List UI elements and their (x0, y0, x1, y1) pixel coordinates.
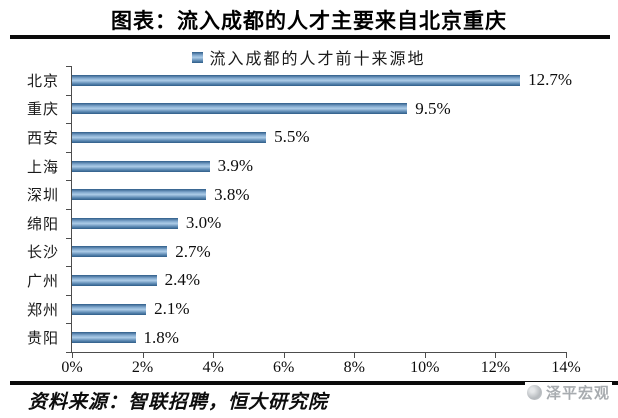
bar (72, 303, 147, 315)
bar (72, 332, 136, 344)
legend-swatch-icon (192, 51, 204, 63)
y-axis-tick (66, 94, 72, 96)
category-label: 上海 (26, 159, 59, 176)
value-label: 3.9% (217, 156, 254, 176)
category-label: 长沙 (26, 245, 59, 262)
bar-row: 西安 5.5% (27, 123, 566, 152)
y-axis-tick (66, 209, 72, 210)
y-axis-tick (66, 352, 72, 353)
bar (72, 131, 267, 143)
category-label: 深圳 (26, 188, 59, 205)
value-label: 2.1% (154, 299, 190, 319)
bar-row: 广州 2.4% (27, 266, 566, 295)
x-axis-tick (283, 352, 285, 358)
x-axis-tick-label: 8% (343, 359, 365, 376)
source-note: 资料来源：智联招聘，恒大研究院 (28, 392, 329, 413)
y-axis-tick (66, 123, 72, 125)
zeping-macro-logo-icon (526, 385, 542, 400)
x-axis-tick-label: 14% (551, 359, 581, 376)
watermark: 泽平宏观 (524, 382, 612, 403)
bar (72, 74, 521, 86)
value-label: 9.5% (415, 98, 451, 118)
watermark-label: 泽平宏观 (545, 386, 610, 402)
value-label: 12.7% (528, 70, 573, 90)
bar-row: 绵阳 3.0% (27, 209, 566, 238)
category-label: 郑州 (26, 302, 59, 319)
bar (72, 160, 210, 172)
category-label: 西安 (26, 130, 59, 147)
value-label: 3.0% (185, 213, 222, 233)
category-label: 绵阳 (26, 216, 59, 233)
x-axis-tick (72, 352, 73, 358)
bar-chart-plot-area: 北京 12.7% 重庆 9.5% 西安 5.5% 上海 3.9% 深圳 3.8% 绵阳 3.0% 长沙 2… (27, 66, 581, 376)
chart-legend: 流入成都的人才前十来源地 (0, 49, 618, 68)
x-axis-tick (495, 352, 497, 358)
bar-row: 贵阳 1.8% (27, 323, 566, 352)
x-axis-tick-label: 2% (131, 359, 154, 376)
category-label: 重庆 (26, 102, 59, 119)
value-label: 5.5% (274, 127, 310, 147)
value-label: 1.8% (143, 327, 179, 347)
value-label: 2.4% (164, 270, 201, 290)
page-title: 图表：流入成都的人才主要来自北京重庆 (111, 9, 507, 33)
category-label: 广州 (26, 273, 59, 290)
y-axis-tick (66, 151, 72, 153)
bar-row: 重庆 9.5% (27, 95, 566, 124)
x-axis-tick (424, 352, 426, 358)
bar-row: 上海 3.9% (27, 152, 566, 181)
category-label: 北京 (26, 73, 59, 90)
legend-label: 流入成都的人才前十来源地 (209, 51, 426, 68)
x-axis-tick-label: 6% (273, 359, 295, 376)
y-axis-tick (66, 294, 72, 296)
y-axis-tick (66, 66, 72, 67)
bar-row: 郑州 2.1% (27, 295, 566, 324)
x-axis-tick (354, 352, 356, 358)
value-label: 2.7% (175, 241, 211, 261)
y-axis-tick (66, 180, 72, 182)
x-axis-tick-label: 0% (61, 359, 83, 376)
bar (72, 246, 168, 258)
y-axis-tick (66, 266, 72, 268)
title-divider (10, 35, 610, 39)
bar (72, 274, 157, 286)
y-axis-tick (66, 323, 72, 325)
bar-row: 北京 12.7% (27, 66, 572, 95)
y-axis-tick (66, 237, 72, 239)
x-axis-tick-label: 4% (202, 359, 224, 376)
bar (72, 103, 408, 115)
bar-row: 长沙 2.7% (27, 238, 566, 267)
x-axis-tick (566, 352, 567, 358)
x-axis-tick-label: 12% (480, 359, 511, 376)
value-label: 3.8% (214, 184, 250, 204)
bar-row: 深圳 3.8% (27, 180, 566, 209)
x-axis-tick-label: 10% (410, 359, 440, 376)
footer-divider (10, 381, 618, 385)
category-label: 贵阳 (26, 331, 59, 348)
bar (72, 217, 178, 229)
x-axis-tick (142, 352, 144, 358)
bar (72, 189, 207, 201)
x-axis-tick (213, 352, 215, 358)
